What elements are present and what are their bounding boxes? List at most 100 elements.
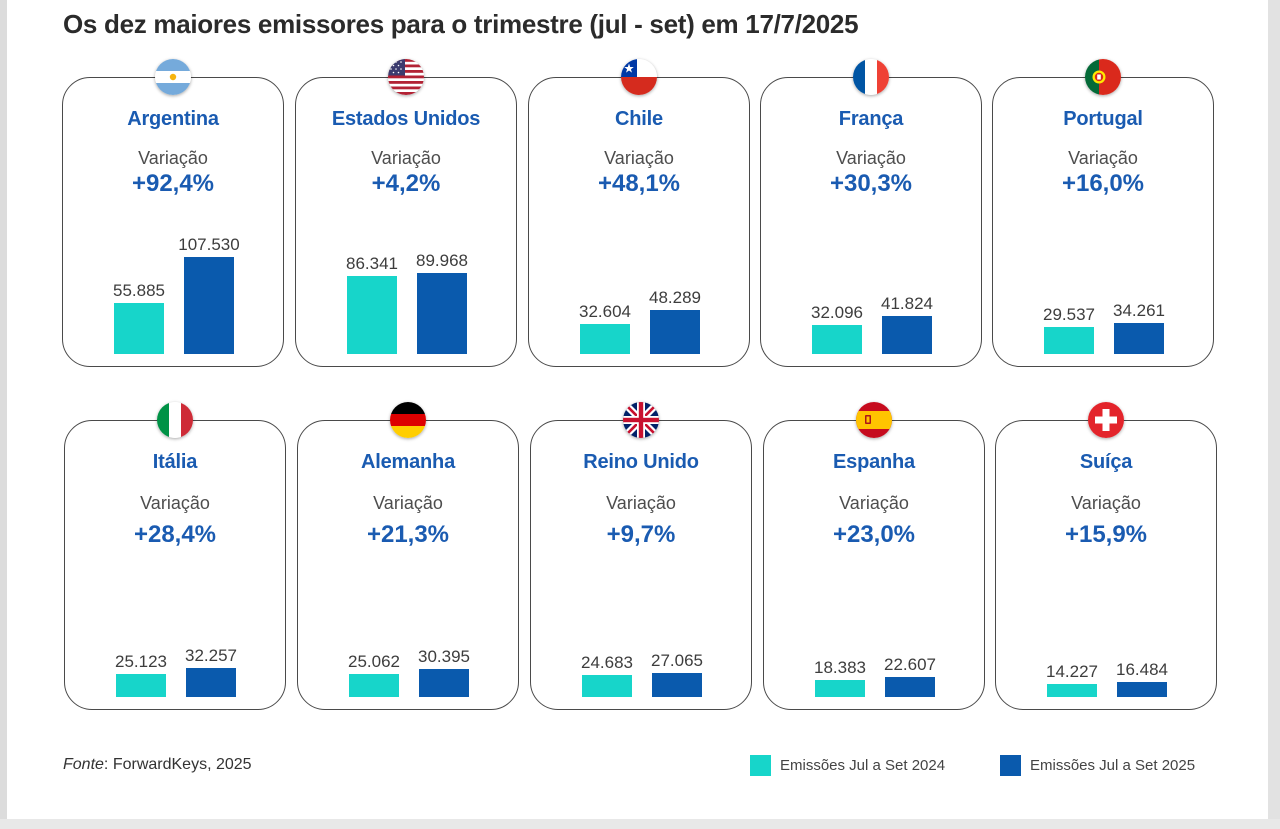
bar-label-2025: 30.395 [418,647,470,666]
bar-2024 [347,276,397,354]
country-card-chile: Chile Variação +48,1% 32.604 48.289 [528,59,750,367]
bar-2025 [417,273,467,354]
country-card-espanha: Espanha Variação +23,0% 18.383 22.607 [763,402,985,710]
variation-label: Variação [836,148,906,168]
variation-label: Variação [606,493,676,513]
variation-label: Variação [138,148,208,168]
bar-label-2024: 24.683 [581,653,633,672]
variation-value: +30,3% [829,170,913,197]
country-name: Portugal [1063,108,1143,130]
country-name: Reino Unido [583,451,699,473]
source-text: : ForwardKeys, 2025 [103,756,252,773]
variation-value: +92,4% [131,170,215,197]
country-name: Itália [152,451,198,473]
bar-label-2025: 89.968 [416,251,468,270]
legend-label-2024: Emissões Jul a Set 2024 [780,757,946,774]
bar-2025 [885,677,935,697]
bar-label-2024: 25.062 [348,652,400,671]
variation-value: +48,1% [597,170,681,197]
source-note: Fonte: ForwardKeys, 2025 [63,756,252,774]
bar-label-2024: 32.604 [579,302,631,321]
bar-2025 [184,257,234,354]
bar-label-2025: 16.484 [1116,660,1168,679]
italy-flag-icon [157,402,193,438]
bar-label-2025: 27.065 [651,651,703,670]
uk-flag-icon [623,402,659,438]
bar-label-2025: 48.289 [649,288,701,307]
country-name: Chile [615,108,663,130]
country-card-franca: França Variação +30,3% 32.096 41.824 [760,59,982,367]
legend-swatch-2024 [750,755,771,776]
spain-flag-icon [856,402,892,438]
variation-value: +16,0% [1061,170,1145,197]
chart-title: Os dez maiores emissores para o trimestr… [63,9,859,39]
bar-label-2024: 18.383 [814,658,866,677]
page-bottom-edge [0,819,1280,829]
argentina-flag-icon [155,59,191,95]
bar-2025 [1117,682,1167,697]
page-right-edge [1268,0,1280,829]
france-flag-icon [853,59,889,95]
variation-value: +4,2% [371,170,441,197]
country-name: França [838,108,904,130]
bar-label-2024: 86.341 [346,254,398,273]
country-card-alemanha: Alemanha Variação +21,3% 25.062 30.395 [297,402,519,710]
variation-label: Variação [604,148,674,168]
country-name: Alemanha [361,451,455,473]
bar-2025 [650,310,700,354]
variation-value: +9,7% [606,521,676,548]
variation-value: +23,0% [832,521,916,548]
bar-label-2025: 32.257 [185,646,237,665]
usa-flag-icon [388,59,424,95]
bar-label-2025: 34.261 [1113,301,1165,320]
country-card-suica: Suíça Variação +15,9% 14.227 16.484 [995,402,1217,710]
germany-flag-icon [390,402,426,438]
bar-2025 [419,669,469,697]
country-card-portugal: Portugal Variação +16,0% 29.537 34.261 [992,59,1214,367]
portugal-flag-icon [1085,59,1121,95]
variation-value: +15,9% [1064,521,1148,548]
switzerland-flag-icon [1088,402,1124,438]
bar-2024 [116,674,166,697]
variation-value: +21,3% [366,521,450,548]
bar-2024 [815,680,865,697]
legend-item-2025: Emissões Jul a Set 2025 [1000,755,1195,776]
bar-label-2024: 32.096 [811,303,863,322]
variation-label: Variação [140,493,210,513]
bar-label-2025: 22.607 [884,655,936,674]
bar-2024 [114,303,164,354]
variation-label: Variação [371,148,441,168]
country-card-argentina: Argentina Variação +92,4% 55.885 107.530 [62,59,284,367]
variation-label: Variação [839,493,909,513]
bar-label-2025: 107.530 [178,235,240,254]
variation-value: +28,4% [133,521,217,548]
country-card-reino-unido: Reino Unido Variação +9,7% 24.683 27.065 [530,402,752,710]
country-name: Estados Unidos [331,108,481,130]
legend-swatch-2025 [1000,755,1021,776]
chile-flag-icon [621,59,657,95]
bar-2024 [582,675,632,697]
legend-label-2025: Emissões Jul a Set 2025 [1030,757,1196,774]
source-prefix: Fonte [63,756,104,773]
bar-2024 [1044,327,1094,354]
bar-2025 [882,316,932,354]
variation-label: Variação [1071,493,1141,513]
country-name: Suíça [1079,451,1133,473]
variation-label: Variação [373,493,443,513]
bar-2024 [1047,684,1097,697]
country-name: Argentina [127,108,219,130]
bar-2024 [349,674,399,697]
country-card-italia: Itália Variação +28,4% 25.123 32.257 [64,402,286,710]
bar-2025 [652,673,702,697]
page-left-edge [0,0,7,829]
bar-2024 [812,325,862,354]
bar-label-2024: 29.537 [1043,305,1095,324]
bar-label-2025: 41.824 [881,294,933,313]
bar-label-2024: 14.227 [1046,662,1098,681]
country-name: Espanha [833,451,915,473]
bar-2025 [186,668,236,697]
bar-2025 [1114,323,1164,354]
legend-item-2024: Emissões Jul a Set 2024 [750,755,945,776]
country-card-estados-unidos: Estados Unidos Variação +4,2% 86.341 89.968 [295,59,517,367]
bar-2024 [580,324,630,354]
